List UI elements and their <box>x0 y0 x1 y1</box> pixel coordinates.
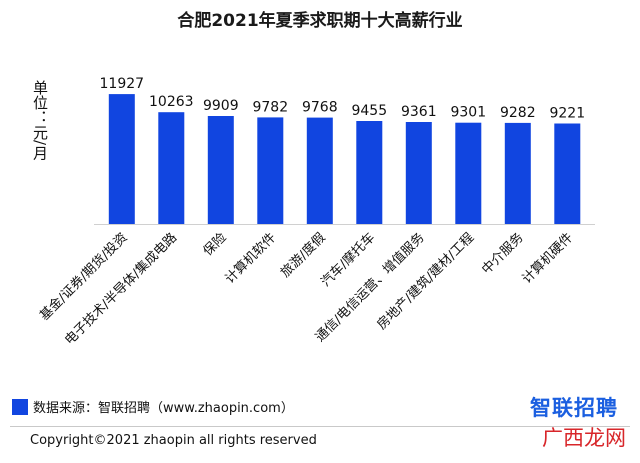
category-label-7: 房地产/建筑/建材/工程 <box>374 230 477 333</box>
value-label-1: 10263 <box>149 94 194 110</box>
value-label-6: 9361 <box>401 104 437 120</box>
bar-0 <box>108 94 135 224</box>
category-label-0: 基金/证券/期货/投资 <box>36 230 130 324</box>
category-label-2: 保险 <box>201 230 230 259</box>
footer-divider <box>10 426 630 427</box>
value-label-7: 9301 <box>450 105 486 121</box>
bars-group <box>108 94 581 224</box>
legend-swatch <box>12 398 28 415</box>
value-label-8: 9282 <box>500 105 536 121</box>
category-label-3: 计算机软件 <box>223 230 280 287</box>
source-text: 数据来源：智联招聘（www.zhaopin.com） <box>33 401 294 416</box>
bar-7 <box>455 122 482 224</box>
y-axis-unit-label: 单位：元/月 <box>31 80 49 161</box>
source-note: 数据来源：智联招聘（www.zhaopin.com） <box>12 397 294 416</box>
bar-5 <box>356 121 383 224</box>
watermark-text: 广西龙网 <box>542 426 626 450</box>
bar-6 <box>405 122 432 224</box>
bar-4 <box>306 117 333 224</box>
category-label-8: 中介服务 <box>479 230 527 278</box>
bar-8 <box>504 122 531 224</box>
bar-2 <box>207 116 234 224</box>
value-label-9: 9221 <box>549 106 585 122</box>
category-label-9: 计算机硬件 <box>520 230 577 287</box>
category-label-4: 旅游/度假 <box>277 230 328 281</box>
bar-9 <box>554 123 581 224</box>
zhaopin-logo: 智联招聘 <box>530 396 618 420</box>
value-label-5: 9455 <box>351 103 387 119</box>
copyright-text: Copyright©2021 zhaopin all rights reserv… <box>30 433 317 448</box>
value-label-3: 9782 <box>252 99 288 115</box>
value-label-2: 9909 <box>203 98 239 114</box>
value-label-4: 9768 <box>302 100 338 116</box>
value-label-0: 11927 <box>100 76 145 92</box>
bar-1 <box>158 112 185 224</box>
chart-title: 合肥2021年夏季求职期十大高薪行业 <box>177 11 463 31</box>
bar-3 <box>257 117 284 224</box>
